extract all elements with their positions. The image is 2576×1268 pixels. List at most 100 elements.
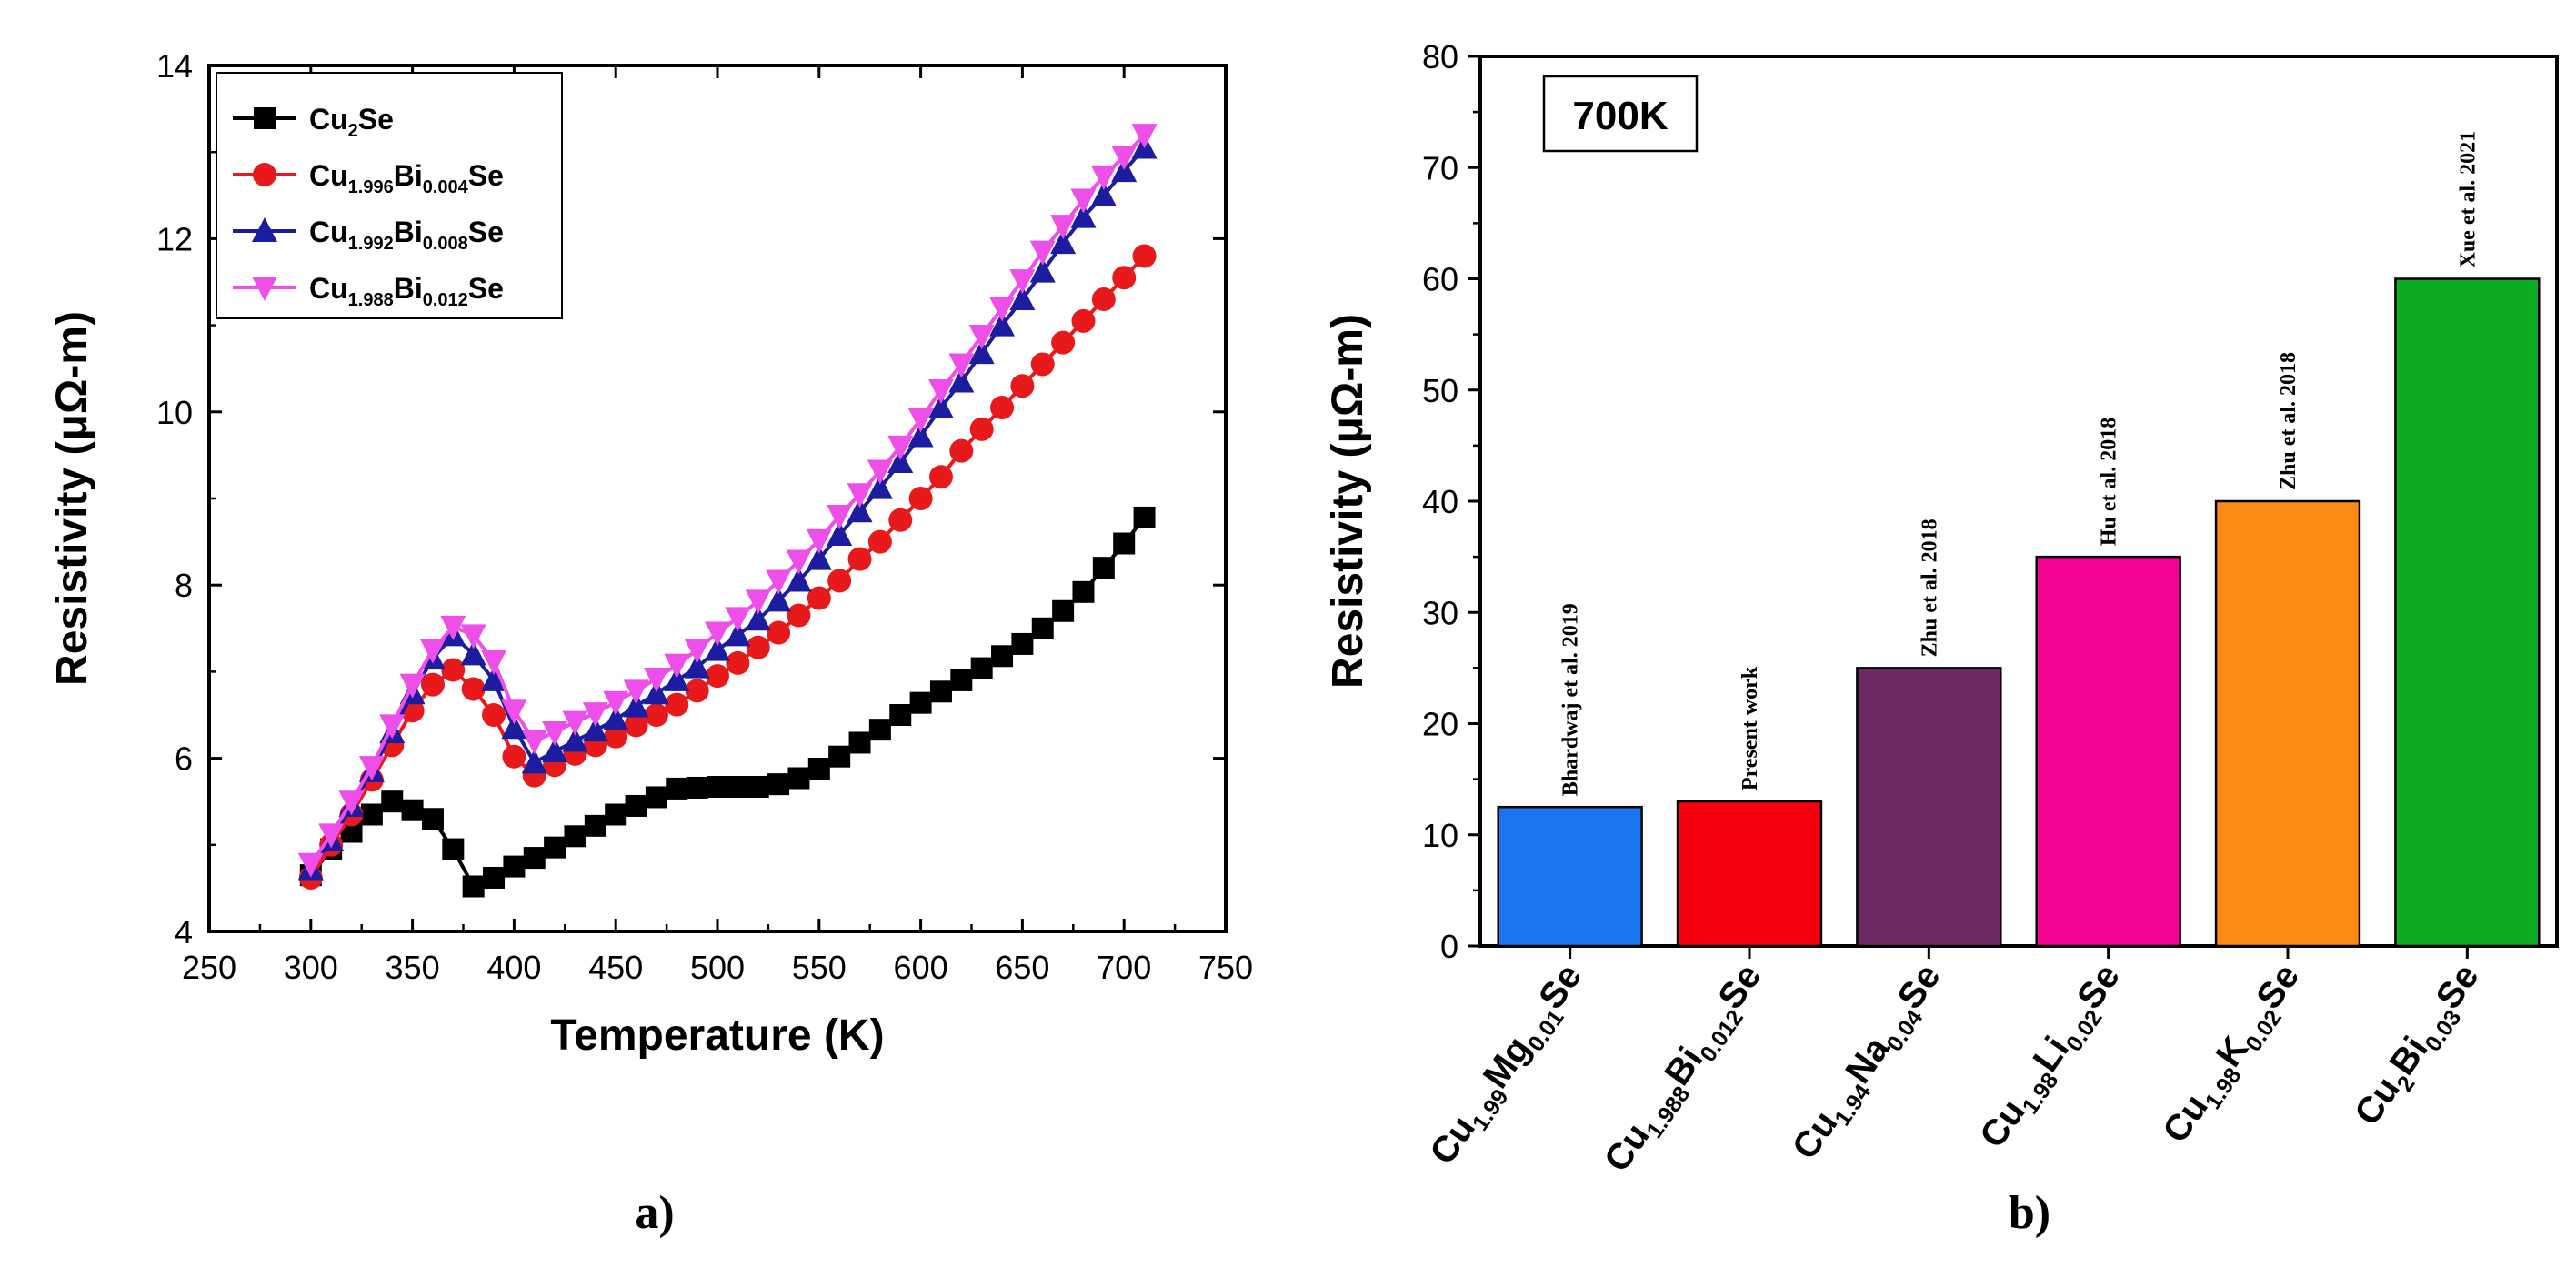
data-point-series-3 xyxy=(927,394,954,419)
data-point-series-2 xyxy=(726,650,750,675)
data-point-series-1 xyxy=(360,803,383,826)
data-point-series-2 xyxy=(949,438,974,463)
subscript-text: 0.008 xyxy=(423,234,468,254)
subscript-text: 0.004 xyxy=(423,177,469,197)
data-point-series-3 xyxy=(501,714,527,740)
data-point-series-3 xyxy=(623,692,649,718)
text-segment: Se xyxy=(2249,957,2307,1016)
data-point-series-4 xyxy=(338,790,365,816)
subscript-text: 2 xyxy=(348,121,358,141)
data-point-series-1 xyxy=(544,836,566,859)
annotation-text: 700K xyxy=(1572,94,1668,138)
y-tick-label: 40 xyxy=(1422,483,1458,520)
data-point-series-3 xyxy=(1009,286,1036,311)
data-point-series-4 xyxy=(1070,188,1097,214)
data-point-series-1 xyxy=(787,767,810,790)
data-point-series-4 xyxy=(968,325,995,350)
subscript-text: 1.996 xyxy=(348,177,394,197)
text-segment: Se xyxy=(468,216,504,248)
bar-source-label: Bhardwaj et al. 2019 xyxy=(1559,603,1583,796)
bar-source-label: Present work xyxy=(1739,666,1762,790)
data-point-series-3 xyxy=(847,498,873,523)
data-point-series-1 xyxy=(503,855,526,878)
panel-b-label: b) xyxy=(2009,1187,2050,1239)
text-segment: Se xyxy=(468,159,504,192)
data-point-series-4 xyxy=(927,379,954,404)
data-point-series-3 xyxy=(725,621,751,647)
data-point-series-2 xyxy=(1132,244,1157,268)
data-point-series-2 xyxy=(1051,330,1076,355)
x-tick-label: 700 xyxy=(1097,949,1151,986)
panel-b-y-axis-label: Resistivity (μΩ-m) xyxy=(1324,314,1372,689)
text-segment: Bi xyxy=(394,272,423,305)
data-point-series-1 xyxy=(1133,506,1156,528)
data-point-series-1 xyxy=(707,776,728,799)
data-point-series-4 xyxy=(684,639,710,664)
data-point-series-3 xyxy=(907,422,934,448)
data-point-series-4 xyxy=(766,569,792,595)
text-segment: Se xyxy=(358,103,394,136)
x-tick-label: 450 xyxy=(588,949,643,986)
text-segment: Cu xyxy=(309,272,348,305)
data-point-series-4 xyxy=(907,408,934,433)
data-point-series-2 xyxy=(624,713,648,738)
legend-label: Cu1.996Bi0.004Se xyxy=(309,159,504,197)
data-point-series-4 xyxy=(582,702,608,728)
data-point-series-4 xyxy=(297,852,324,878)
bar-3 xyxy=(1856,667,2002,948)
text-segment: Se xyxy=(2429,957,2487,1016)
y-tick-label: 12 xyxy=(156,220,193,257)
y-tick-label: 30 xyxy=(1422,594,1458,631)
data-point-series-2 xyxy=(706,664,729,689)
data-point-series-3 xyxy=(705,636,730,661)
data-point-series-3 xyxy=(806,545,832,570)
y-tick-label: 50 xyxy=(1422,372,1458,409)
data-point-series-3 xyxy=(1090,181,1117,206)
data-point-series-1 xyxy=(381,790,404,813)
data-point-series-3 xyxy=(745,606,771,631)
data-point-series-1 xyxy=(645,786,667,809)
text-segment: Cu xyxy=(309,103,348,136)
data-point-series-1 xyxy=(1011,632,1034,655)
bar-6 xyxy=(2394,277,2541,948)
data-point-series-4 xyxy=(948,353,975,378)
annotation-700k: 700K xyxy=(1542,75,1699,153)
data-point-series-4 xyxy=(542,721,568,747)
data-point-series-2 xyxy=(807,586,831,610)
data-point-series-1 xyxy=(1072,580,1095,603)
data-point-series-3 xyxy=(582,717,608,742)
data-point-series-3 xyxy=(989,311,1016,337)
data-point-series-2 xyxy=(888,508,913,532)
data-point-series-1 xyxy=(747,776,769,799)
x-tick-label: 550 xyxy=(792,949,847,986)
x-tick-label: 300 xyxy=(284,949,338,986)
panel-a-line-chart: Resistivity (μΩ-m) Temperature (K) a) 25… xyxy=(48,47,1253,1239)
data-point-series-2 xyxy=(867,529,892,554)
data-point-series-4 xyxy=(887,435,914,460)
data-point-series-4 xyxy=(745,589,771,615)
legend-marker xyxy=(254,107,276,129)
y-tick-label: 60 xyxy=(1422,261,1458,298)
data-point-series-4 xyxy=(1111,145,1138,170)
legend-label: Cu1.988Bi0.012Se xyxy=(309,272,504,310)
data-point-series-3 xyxy=(766,587,792,612)
data-point-series-2 xyxy=(665,692,689,717)
annotation-box xyxy=(1542,75,1699,153)
data-point-series-1 xyxy=(848,731,871,754)
text-segment: Se xyxy=(2070,957,2128,1016)
bar-source-label: Xue et al. 2021 xyxy=(2456,131,2480,268)
data-point-series-2 xyxy=(1091,287,1116,312)
legend-marker xyxy=(253,163,276,186)
category-label: Cu1.98Li0.02Se xyxy=(1972,957,2133,1159)
data-point-series-4 xyxy=(643,668,669,693)
data-point-series-4 xyxy=(318,823,345,849)
data-point-series-4 xyxy=(847,483,873,508)
category-label: Cu1.988Bi0.012Se xyxy=(1597,957,1774,1182)
subscript-text: 1.988 xyxy=(348,290,394,310)
data-point-series-3 xyxy=(887,448,914,474)
data-point-series-2 xyxy=(685,679,709,703)
panel-a-label: a) xyxy=(635,1187,674,1239)
data-point-series-2 xyxy=(969,417,994,441)
data-point-series-1 xyxy=(889,704,912,726)
bar-1 xyxy=(1497,805,1643,948)
